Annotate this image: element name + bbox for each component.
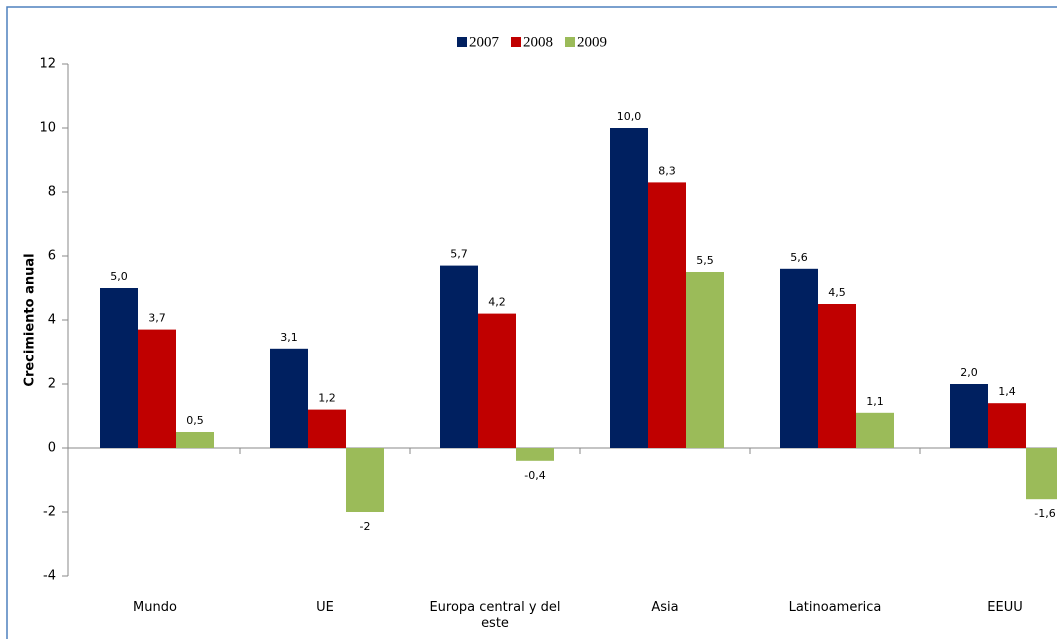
bar (1026, 448, 1057, 500)
legend-label: 2009 (577, 34, 607, 50)
x-tick-label: Asia (651, 600, 679, 615)
bar (308, 409, 346, 448)
legend-swatch (511, 37, 521, 47)
value-label: 1,4 (998, 385, 1016, 398)
y-tick-label: 2 (48, 377, 56, 392)
bar (100, 288, 138, 448)
value-label: -2 (360, 520, 371, 533)
value-label: -1,6 (1034, 507, 1055, 520)
y-tick-label: 4 (48, 313, 56, 328)
x-tick-label: EEUU (987, 600, 1023, 615)
y-tick-label: -2 (43, 505, 56, 520)
bar (138, 329, 176, 448)
value-label: 4,2 (488, 296, 506, 309)
value-label: 3,1 (280, 331, 298, 344)
legend-label: 2008 (523, 34, 553, 50)
value-label: 8,3 (658, 164, 676, 177)
value-label: 10,0 (617, 110, 642, 123)
value-label: 5,5 (696, 254, 714, 267)
bar (780, 268, 818, 448)
value-label: 3,7 (148, 312, 166, 325)
bar (440, 265, 478, 448)
value-label: -0,4 (524, 469, 545, 482)
bar (686, 272, 724, 448)
y-tick-label: 12 (39, 57, 56, 72)
y-axis-label: Crecimiento anual (23, 253, 38, 386)
value-label: 5,7 (450, 248, 468, 261)
value-label: 5,6 (790, 251, 808, 264)
legend-swatch (457, 37, 467, 47)
bar (270, 348, 308, 448)
bar (516, 448, 554, 461)
legend-label: 2007 (469, 34, 500, 50)
x-tick-label: Europa central y del este (429, 600, 561, 631)
y-tick-label: 10 (39, 121, 56, 136)
bar (950, 384, 988, 448)
bar (346, 448, 384, 512)
x-tick-label: Latinoamerica (788, 600, 882, 615)
y-tick-label: -4 (43, 569, 56, 584)
y-tick-label: 0 (48, 441, 56, 456)
legend-swatch (565, 37, 575, 47)
value-label: 1,2 (318, 392, 336, 405)
y-tick-label: 8 (48, 185, 56, 200)
x-tick-label: Mundo (133, 600, 177, 615)
chart-border (6, 6, 1057, 639)
value-label: 4,5 (828, 286, 846, 299)
bar (610, 128, 648, 448)
bar (648, 182, 686, 448)
value-label: 2,0 (960, 366, 978, 379)
value-label: 5,0 (110, 270, 128, 283)
value-label: 0,5 (186, 414, 204, 427)
bar (478, 313, 516, 448)
value-label: 1,1 (866, 395, 884, 408)
bar (176, 432, 214, 448)
y-tick-label: 6 (48, 249, 56, 264)
bar (988, 403, 1026, 448)
bar (856, 412, 894, 448)
bar (818, 304, 856, 448)
x-tick-label: UE (316, 600, 334, 615)
